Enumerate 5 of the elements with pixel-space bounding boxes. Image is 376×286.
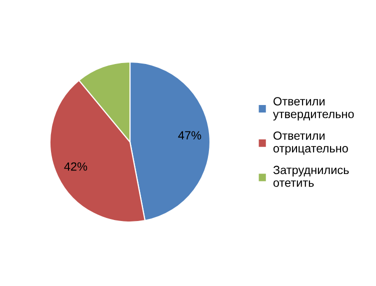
data-label: 42% [64, 162, 88, 171]
legend-label: Ответили утвердительно [272, 97, 354, 121]
legend-label: Ответили отрицательно [273, 131, 348, 155]
data-label: 47% [178, 131, 202, 140]
legend-label: Затруднились отетить [273, 166, 349, 187]
